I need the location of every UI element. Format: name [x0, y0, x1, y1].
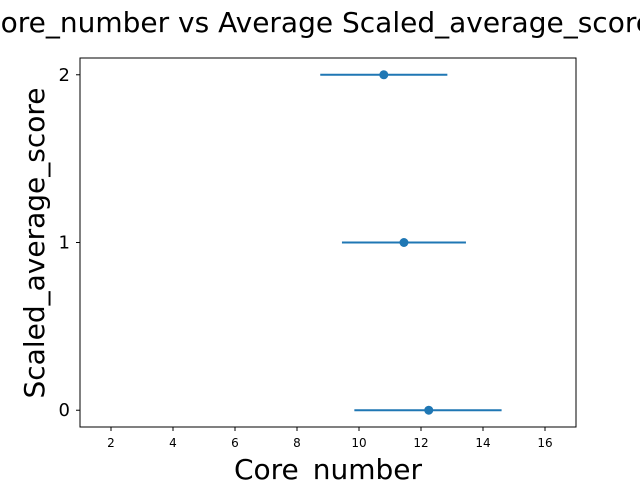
- y-tick-label: 0: [59, 400, 70, 421]
- y-axis-label: Scaled_average_score: [18, 88, 51, 399]
- x-tick-label: 8: [293, 436, 301, 450]
- y-tick-label: 1: [59, 233, 70, 254]
- x-tick-label: 4: [169, 436, 177, 450]
- y-axis-ticks: 0 1 2: [59, 65, 80, 421]
- y-tick-label: 2: [59, 65, 70, 86]
- x-tick-label: 6: [231, 436, 239, 450]
- data-point: [379, 70, 389, 80]
- x-tick-label: 12: [413, 436, 428, 450]
- data-points: [320, 70, 502, 415]
- data-point: [399, 238, 409, 247]
- x-axis-ticks: 2 4 6 8 10 12 14 16: [107, 427, 553, 450]
- x-tick-label: 16: [537, 436, 552, 450]
- chart-title: Core_number vs Average Scaled_average_sc…: [0, 6, 640, 39]
- x-tick-label: 2: [107, 436, 115, 450]
- plot-frame: [79, 57, 577, 428]
- data-point: [424, 405, 434, 415]
- x-tick-label: 14: [475, 436, 490, 450]
- x-tick-label: 10: [351, 436, 366, 450]
- x-axis-label: Core_number: [234, 453, 423, 480]
